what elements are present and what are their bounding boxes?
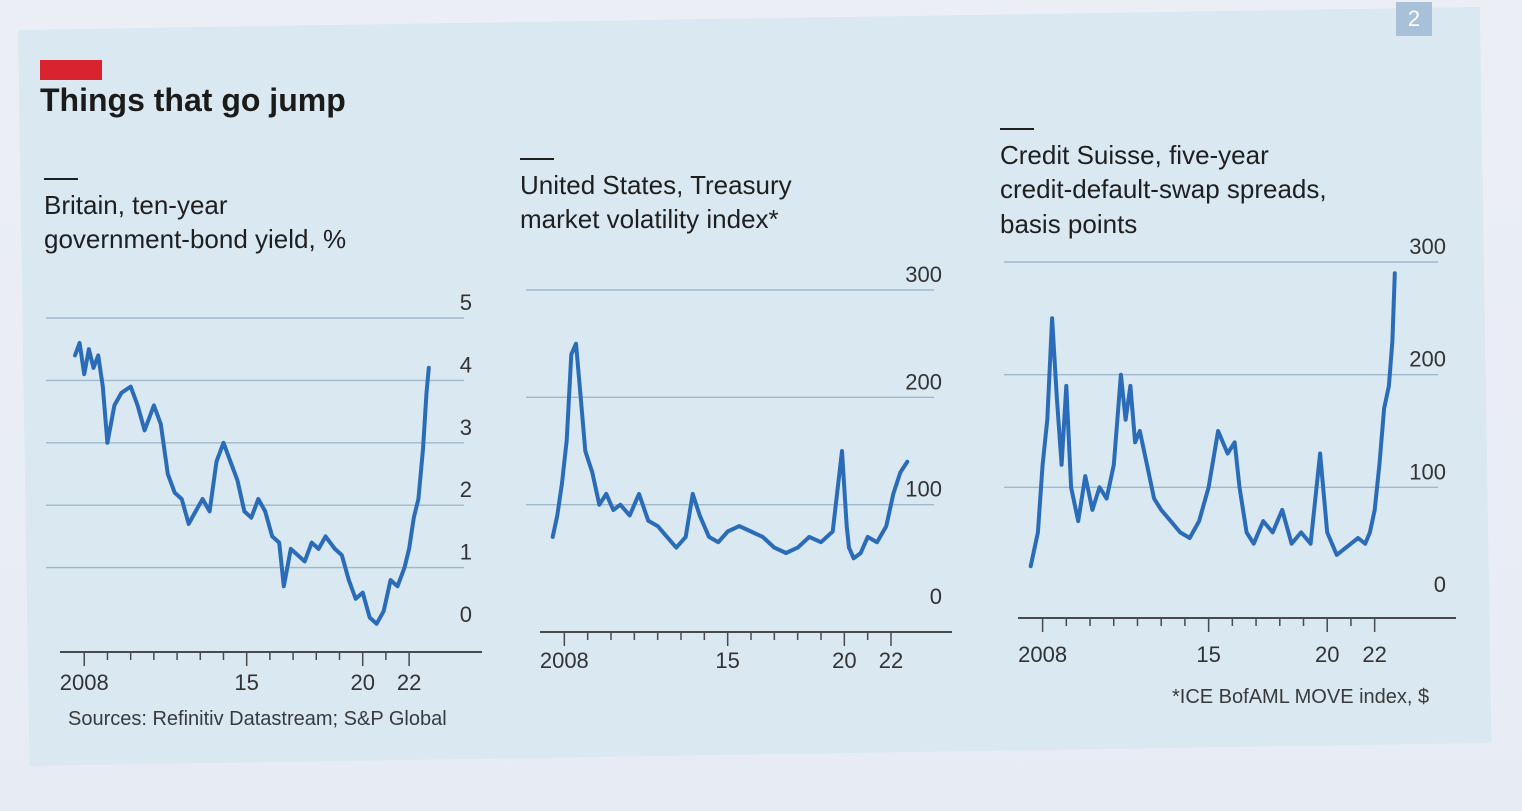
chart-1-x-tick-label: 15 — [234, 670, 258, 695]
chart-1-y-tick-label: 3 — [460, 415, 472, 440]
chart-1-subtitle-line-2: government-bond yield, % — [44, 224, 347, 255]
brand-red-bar — [40, 60, 102, 80]
chart-2-y-tick-label: 100 — [905, 477, 942, 502]
chart-1-y-tick-label: 2 — [460, 477, 472, 502]
chart-2-x-tick-label: 20 — [832, 648, 856, 673]
chart-3-subtitle-line-3: basis points — [1000, 208, 1138, 239]
chart-3-subtitle-line-1: Credit Suisse, five-year — [1000, 140, 1269, 170]
index-footnote: *ICE BofAML MOVE index, $ — [1172, 686, 1430, 708]
chart-2-subtitle: United States, Treasury market volatilit… — [520, 158, 940, 237]
chart-1-x-tick-label: 2008 — [60, 670, 109, 695]
chart-1-subtitle: Britain, ten-year government-bond yield,… — [44, 178, 474, 257]
subtitle-rule — [520, 158, 554, 160]
chart-3-y-tick-label: 300 — [1409, 234, 1446, 259]
page-title: Things that go jump — [40, 82, 346, 118]
chart-3-y-tick-label: 0 — [1434, 572, 1446, 597]
chart-1-series-line — [73, 341, 431, 626]
chart-3-y-tick-label: 100 — [1409, 459, 1446, 484]
chart-3-x-tick-label: 2008 — [1018, 642, 1067, 667]
chart-2-series-line — [550, 341, 910, 561]
chart-3-subtitle: Credit Suisse, five-year credit-default-… — [1000, 128, 1460, 241]
subtitle-rule — [44, 178, 78, 180]
chart-2-subtitle-line-1: United States, Treasury — [520, 170, 792, 200]
chart-2-x-tick-label: 15 — [715, 648, 739, 673]
chart-3-y-tick-label: 200 — [1409, 347, 1446, 372]
chart-2-y-tick-label: 200 — [905, 369, 942, 394]
chart-1-subtitle-line-1: Britain, ten-year — [44, 190, 228, 220]
chart-2-y-tick-label: 0 — [930, 584, 942, 609]
chart-1-y-tick-label: 1 — [460, 540, 472, 565]
chart-3-series-line — [1028, 271, 1397, 569]
chart-3-x-tick-label: 20 — [1315, 642, 1339, 667]
subtitle-rule — [1000, 128, 1034, 130]
chart-1-y-tick-label: 0 — [460, 602, 472, 627]
sources-note: Sources: Refinitiv Datastream; S&P Globa… — [68, 708, 447, 730]
chart-1-x-tick-label: 22 — [397, 670, 421, 695]
chart-2-y-tick-label: 300 — [905, 262, 942, 287]
chart-3-x-tick-label: 15 — [1196, 642, 1220, 667]
chart-3-x-tick-label: 22 — [1362, 642, 1386, 667]
chart-1-y-tick-label: 4 — [460, 352, 472, 377]
chart-2-x-tick-label: 2008 — [540, 648, 589, 673]
chart-3-subtitle-line-2: credit-default-swap spreads, — [1000, 174, 1327, 205]
page-number: 2 — [1396, 2, 1432, 36]
chart-2-subtitle-line-2: market volatility index* — [520, 204, 779, 235]
chart-2-x-tick-label: 22 — [879, 648, 903, 673]
chart-1-x-tick-label: 20 — [350, 670, 374, 695]
chart-1-y-tick-label: 5 — [460, 290, 472, 315]
